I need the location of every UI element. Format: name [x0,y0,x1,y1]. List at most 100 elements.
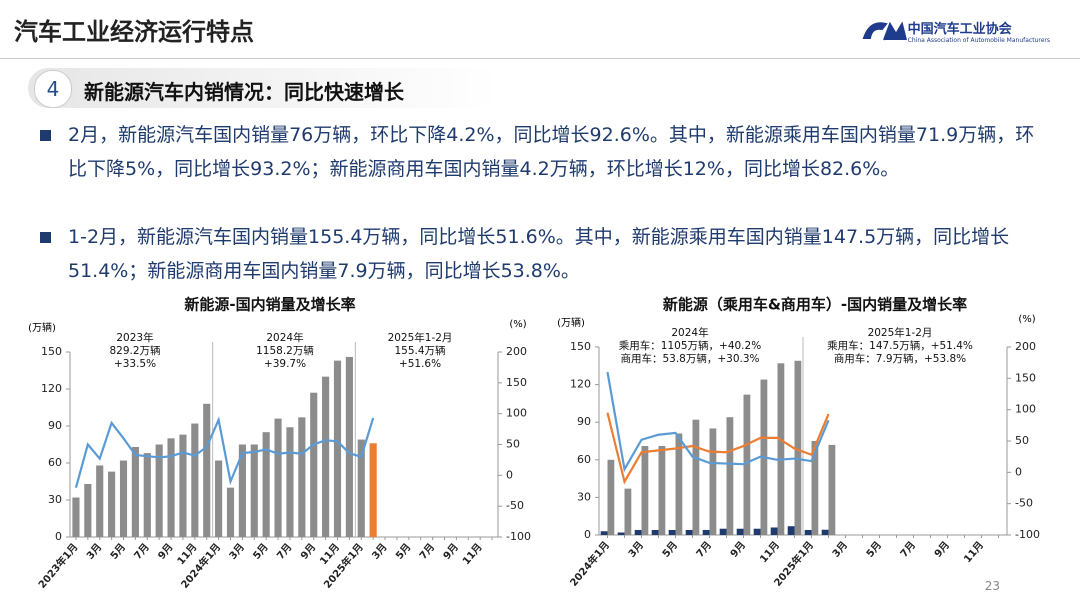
x-tick-label: 7月 [417,541,437,562]
bar [726,417,734,535]
y-tick-label: 0 [55,530,62,543]
y2-tick-label: 0 [506,468,513,481]
section-title: 新能源汽车内销情况：同比快速增长 [84,80,404,104]
y-axis-label: (万辆) [28,321,56,334]
y-tick-label: 120 [570,378,591,391]
chart-title: 新能源-国内销量及增长率 [184,296,355,314]
bullet: 2月，新能源汽车国内销量76万辆，环比下降4.2%，同比增长92.6%。其中，新… [40,118,1050,186]
x-tick-label: 9月 [441,541,461,562]
y2-tick-label: 0 [1015,465,1022,478]
x-tick-label: 7月 [694,539,714,560]
y2-tick-label: -50 [506,499,524,512]
annotation: 2024年 [266,331,303,344]
bar [811,441,819,535]
bullet-text: 1-2月，新能源汽车国内销量155.4万辆，同比增长51.6%。其中，新能源乘用… [68,226,1010,282]
y-tick-label: 30 [48,493,62,506]
bar [651,529,659,535]
bar [736,528,744,535]
bar [617,532,625,535]
x-tick-label: 5月 [660,539,680,560]
logo-icon [862,21,907,41]
bar [719,528,727,535]
annotation: 2024年 [671,326,708,339]
bar [675,433,683,535]
header-rule [0,58,1080,59]
bar [119,460,128,537]
bar [203,403,211,537]
x-tick-label: 11月 [758,539,783,565]
bar [84,483,92,537]
x-tick-label: 5月 [108,541,128,562]
annotation: 商用车：53.8万辆，+30.3% [620,352,759,365]
bar [274,418,282,537]
bar [72,497,80,537]
x-tick-label: 11月 [460,541,485,567]
x-tick-label: 11月 [962,539,987,565]
bar [108,471,116,537]
bar [298,417,306,537]
bar [658,446,666,535]
bullet: 1-2月，新能源汽车国内销量155.4万辆，同比增长51.6%。其中，新能源乘用… [40,220,1050,288]
y2-tick-label: 150 [506,376,527,389]
bar [333,360,342,537]
y-tick-label: 120 [41,382,62,395]
bar [155,444,163,537]
bar [685,529,693,535]
section-band [28,68,498,108]
bar [262,432,270,537]
x-tick-label: 5月 [251,541,271,562]
page-header: 汽车工业经济运行特点 [14,18,254,46]
x-tick-label: 3月 [370,541,390,562]
bar [226,487,235,537]
bar [179,434,187,537]
y-tick-label: 90 [48,419,62,432]
y2-tick-label: 200 [506,345,527,358]
y-tick-label: 60 [577,453,591,466]
y2-axis-label: (%) [1018,314,1035,325]
line [606,412,830,485]
annotation: 2023年 [116,331,153,344]
bar [345,356,353,537]
bar [709,428,717,535]
line [74,416,375,488]
annotation: 2025年1-2月 [868,326,933,339]
y-tick-label: 150 [570,340,591,353]
x-tick-label: 2024年1月 [567,539,612,589]
annotation: 商用车：7.9万辆，+53.8% [834,352,966,365]
line [606,371,830,473]
bar [215,460,223,537]
bar [828,444,836,535]
bar [787,526,795,535]
bar [624,488,632,535]
page-number: 23 [984,579,1000,593]
annotation: +51.6% [399,358,441,370]
x-tick-label: 2023年1月 [35,541,80,591]
bar [770,527,778,535]
y2-tick-label: 150 [1015,371,1036,384]
section-number: 4 [34,70,72,108]
y-tick-label: 0 [584,528,591,541]
y-axis-label: (万辆) [557,316,585,329]
bar [641,446,649,535]
y2-tick-label: 100 [506,407,527,420]
bar [743,394,751,535]
bar [777,363,785,535]
annotation: 1158.2万辆 [256,344,314,357]
x-tick-label: 5月 [864,539,884,560]
y-tick-label: 150 [41,345,62,358]
bar [286,427,294,537]
bar [357,439,365,537]
annotation: 乘用车：1105万辆，+40.2% [619,339,761,352]
annotation: 2025年1-2月 [388,331,453,344]
bar [668,529,676,535]
annotation: +33.5% [114,358,156,370]
bar [702,529,710,535]
bar [369,443,377,537]
annotation: 乘用车：147.5万辆，+51.4% [827,339,973,352]
x-tick-label: 3月 [830,539,850,560]
x-tick-label: 7月 [898,539,918,560]
x-tick-label: 3月 [84,541,104,562]
y2-tick-label: 200 [1015,340,1036,353]
